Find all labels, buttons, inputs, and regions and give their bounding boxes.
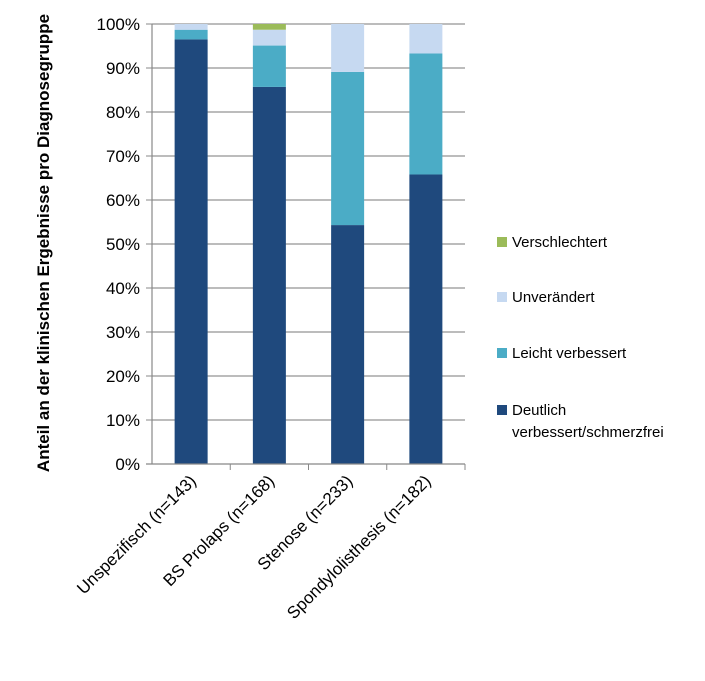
legend-label: Leicht verbessert <box>512 345 627 362</box>
legend-label: verbessert/schmerzfrei <box>512 424 664 441</box>
y-tick-label: 100% <box>97 15 140 34</box>
bar-segment <box>174 24 208 30</box>
legend-swatch <box>497 237 507 247</box>
bar-segment <box>331 225 365 464</box>
bar-segment <box>409 24 443 54</box>
legend-label: Unverändert <box>512 289 595 306</box>
bar-segment <box>409 53 443 175</box>
y-tick-label: 30% <box>106 323 140 342</box>
y-tick-label: 0% <box>115 455 140 474</box>
y-tick-label: 90% <box>106 59 140 78</box>
bar-segment <box>252 45 286 87</box>
y-tick-label: 10% <box>106 411 140 430</box>
bar-segment <box>409 174 443 465</box>
y-tick-label: 60% <box>106 191 140 210</box>
bar-segment <box>252 29 286 46</box>
legend-label: Verschlechtert <box>512 234 608 251</box>
legend-label: Deutlich <box>512 402 566 419</box>
legend-swatch <box>497 292 507 302</box>
bar-segment <box>174 29 208 40</box>
bar-segment <box>252 86 286 465</box>
y-tick-label: 20% <box>106 367 140 386</box>
bar-segment <box>331 24 365 72</box>
legend-swatch <box>497 348 507 358</box>
y-tick-label: 50% <box>106 235 140 254</box>
y-tick-label: 70% <box>106 147 140 166</box>
y-tick-label: 40% <box>106 279 140 298</box>
bar-segment <box>174 39 208 465</box>
x-tick-label: Spondylolisthesis (n=182) <box>283 471 434 622</box>
y-tick-label: 80% <box>106 103 140 122</box>
bar-segment <box>252 24 286 30</box>
y-axis-label: Anteil an der klinischen Ergebnisse pro … <box>34 14 53 472</box>
bar-segment <box>331 71 365 226</box>
legend-swatch <box>497 405 507 415</box>
